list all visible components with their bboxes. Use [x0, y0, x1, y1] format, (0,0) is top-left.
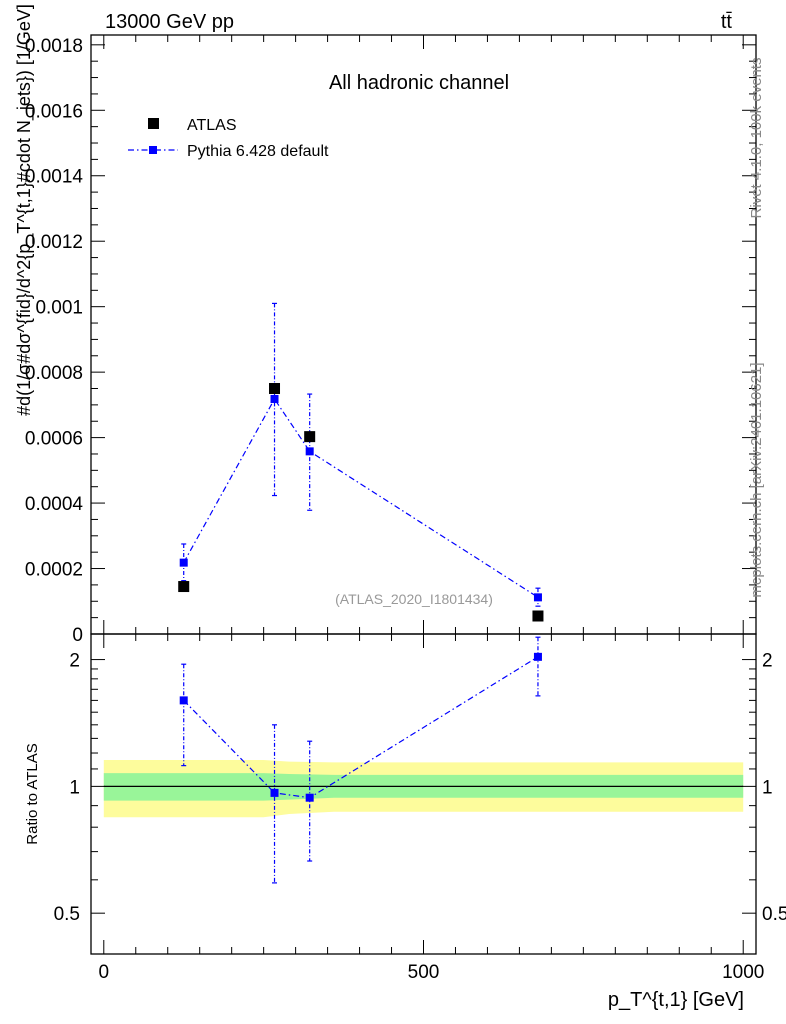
main-y-tick-label: 0.0008 — [25, 363, 83, 384]
atlas-point — [178, 581, 190, 593]
main-plot-data — [178, 302, 544, 622]
ratio-pythia-line — [183, 656, 539, 799]
ratio-y-tick-label-left: 2 — [69, 651, 80, 672]
rivet-info: Rivet 4.1.0, 100k events — [748, 58, 765, 219]
ratio-pythia-point — [179, 696, 188, 705]
ratio-y-axis-label: Ratio to ATLAS — [24, 743, 41, 844]
main-y-tick-label: 0.001 — [35, 298, 83, 319]
ratio-pythia-point — [305, 793, 314, 802]
legend: ATLAS Pythia 6.428 default — [128, 117, 329, 160]
pythia-point — [270, 394, 279, 403]
main-axis-ticks: 0 0.0002 0.0004 0.0006 0.0008 0.001 0.0012 0.00… — [25, 35, 756, 646]
legend-pythia-marker — [149, 146, 157, 154]
ratio-y-tick-label-right: 0.5 — [762, 904, 786, 925]
ratio-plot-data — [179, 636, 542, 884]
main-y-tick-label: 0 — [72, 625, 83, 646]
x-tick-label: 0 — [98, 962, 109, 983]
analysis-watermark: (ATLAS_2020_I1801434) — [335, 591, 493, 607]
pythia-point — [179, 558, 188, 567]
ratio-uncertainty-bands — [103, 760, 744, 818]
process-label: tt̄ — [721, 11, 733, 33]
ratio-y-tick-label-left: 1 — [69, 777, 80, 798]
main-y-tick-label: 0.0006 — [25, 429, 83, 450]
x-tick-label: 1000 — [722, 962, 764, 983]
energy-label: 13000 GeV pp — [105, 11, 234, 33]
atlas-point — [532, 610, 544, 622]
ratio-pythia-point — [270, 788, 279, 797]
main-y-tick-label: 0.0012 — [25, 232, 83, 253]
main-y-tick-label: 0.0014 — [25, 167, 84, 188]
main-y-tick-label: 0.0018 — [25, 36, 83, 57]
pythia-line — [183, 397, 539, 598]
ratio-pythia-point — [533, 652, 542, 661]
main-y-axis-label: #d(1/σ#dσ^{fid}/d^2{p_T^{t,1}#cdot N_jet… — [14, 4, 35, 416]
ratio-y-tick-label-right: 2 — [762, 651, 773, 672]
atlas-point — [304, 431, 316, 443]
main-y-tick-label: 0.0002 — [25, 560, 83, 581]
channel-label: All hadronic channel — [329, 72, 509, 94]
legend-pythia-label: Pythia 6.428 default — [187, 143, 329, 160]
pythia-point — [305, 447, 314, 456]
x-tick-label: 500 — [408, 962, 440, 983]
mcplots-info: mcplots.cern.ch [arXiv:2401.10621] — [748, 362, 765, 597]
x-axis-label: p_T^{t,1} [GeV] — [608, 989, 744, 1011]
ratio-y-tick-label-left: 0.5 — [54, 904, 80, 925]
pythia-point — [533, 593, 542, 602]
ratio-y-tick-label-right: 1 — [762, 777, 773, 798]
legend-atlas-label: ATLAS — [187, 117, 237, 134]
atlas-point — [269, 383, 281, 395]
main-y-tick-label: 0.0004 — [25, 494, 84, 515]
legend-atlas-marker — [148, 118, 159, 129]
ratio-axis-ticks: 0.5 0.5 1 1 2 2 0 500 1000 — [54, 634, 786, 983]
main-y-tick-label: 0.0016 — [25, 101, 83, 122]
